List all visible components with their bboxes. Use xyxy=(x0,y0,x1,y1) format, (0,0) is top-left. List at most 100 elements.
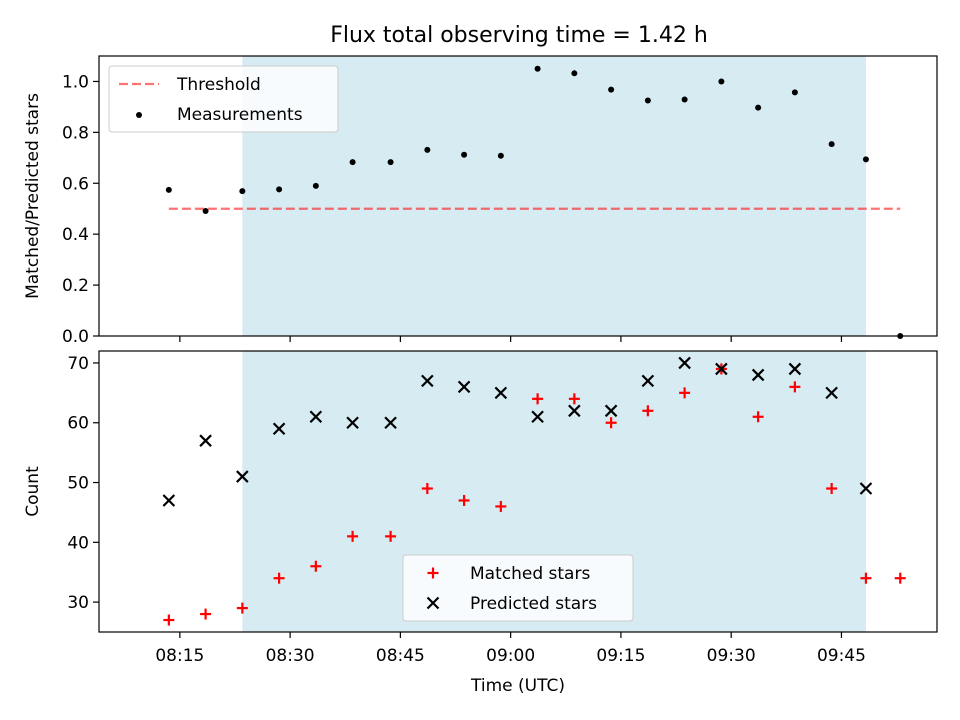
ratio-y-tick-label: 1.0 xyxy=(62,72,89,92)
matched-star-marker xyxy=(860,572,872,584)
matched-star-marker xyxy=(568,393,580,405)
x-tick-label: 08:30 xyxy=(266,646,315,666)
measurement-point xyxy=(387,159,394,166)
predicted-star-marker xyxy=(346,416,359,430)
measurement-point xyxy=(755,104,762,111)
measurement-point xyxy=(828,141,835,148)
legend-matched-swatch xyxy=(427,567,439,579)
matched-star-marker xyxy=(421,483,433,495)
ratio-panel: 0.0 0.2 0.4 0.6 0.8 1.0 Matched/Predicted sta… xyxy=(23,55,938,347)
matched-star-marker xyxy=(605,417,617,429)
predicted-star-marker xyxy=(162,494,176,507)
measurement-point xyxy=(312,182,319,189)
x-tick-label: 08:15 xyxy=(155,646,204,666)
matched-star-marker xyxy=(163,614,175,626)
measurement-point xyxy=(718,78,725,85)
legend-matched-label: Matched stars xyxy=(470,564,590,584)
measurement-point xyxy=(862,156,869,163)
counts-y-tick-label: 40 xyxy=(67,533,89,553)
predicted-star-marker xyxy=(859,482,873,495)
predicted-star-marker xyxy=(531,410,544,424)
predicted-star-marker xyxy=(751,368,765,382)
counts-y-axis-label: Count xyxy=(23,466,43,517)
matched-star-marker xyxy=(347,530,359,542)
predicted-star-marker xyxy=(457,380,471,394)
counts-y-tick-label: 50 xyxy=(67,474,89,494)
ratio-y-tick-label: 0.0 xyxy=(62,327,89,347)
predicted-star-marker xyxy=(641,374,655,388)
matched-star-marker xyxy=(679,387,691,399)
predicted-star-marker xyxy=(384,416,397,430)
legend-threshold-label: Threshold xyxy=(176,75,261,95)
predicted-star-marker xyxy=(604,404,618,418)
matched-star-marker xyxy=(826,483,838,495)
legend-frame xyxy=(402,554,634,622)
matched-star-marker xyxy=(752,411,764,423)
measurement-point xyxy=(165,186,172,193)
counts-y-ticks: 30 40 50 60 70 xyxy=(67,354,99,613)
counts-legend: Matched stars Predicted stars xyxy=(402,554,634,622)
predicted-star-marker xyxy=(788,362,802,376)
predicted-star-marker xyxy=(309,410,323,424)
x-tick-label: 08:45 xyxy=(376,646,425,666)
legend-measurements-label: Measurements xyxy=(177,105,303,125)
measurement-point xyxy=(644,97,651,104)
measurement-point xyxy=(571,70,578,77)
counts-panel: 30 40 50 60 70 08:15 08:30 08:45 09:00 09:15 09:3… xyxy=(23,350,938,696)
measurement-point xyxy=(681,96,688,103)
matched-star-marker xyxy=(642,405,654,417)
measurement-point xyxy=(791,89,798,96)
measurement-point xyxy=(276,186,283,193)
predicted-star-marker xyxy=(715,362,728,376)
predicted-star-marker xyxy=(825,386,838,400)
matched-star-marker xyxy=(200,608,212,620)
x-tick-label: 09:15 xyxy=(596,646,645,666)
legend-predicted-swatch xyxy=(426,596,440,610)
predicted-star-marker xyxy=(421,374,434,388)
predicted-star-marker xyxy=(494,386,508,400)
matched-star-marker xyxy=(789,381,801,393)
measurement-point xyxy=(349,159,356,166)
counts-y-tick-label: 60 xyxy=(67,414,89,434)
measurement-point xyxy=(608,86,615,93)
counts-x-ticks: 08:15 08:30 08:45 09:00 09:15 09:30 09:45 xyxy=(155,632,866,666)
ratio-y-ticks: 0.0 0.2 0.4 0.6 0.8 1.0 xyxy=(62,72,99,347)
x-axis-label: Time (UTC) xyxy=(470,676,565,696)
x-tick-label: 09:30 xyxy=(707,646,756,666)
counts-marks xyxy=(162,356,906,626)
matched-star-marker xyxy=(458,494,470,506)
ratio-y-tick-label: 0.6 xyxy=(62,174,89,194)
measurement-point xyxy=(497,152,504,159)
predicted-star-marker xyxy=(568,404,581,418)
counts-y-tick-label: 30 xyxy=(67,593,89,613)
ratio-legend: Threshold Measurements xyxy=(108,65,339,133)
legend-frame xyxy=(108,65,339,133)
matched-star-marker xyxy=(385,530,397,542)
predicted-star-marker xyxy=(272,422,286,436)
legend-measurement-swatch xyxy=(136,112,142,118)
counts-axes-frame xyxy=(98,350,938,633)
matched-star-marker xyxy=(236,602,248,614)
counts-y-tick-label: 70 xyxy=(67,354,89,374)
predicted-star-marker xyxy=(678,356,691,370)
predicted-star-marker xyxy=(236,470,249,483)
measurement-point xyxy=(239,188,246,195)
ratio-axes-frame xyxy=(98,55,938,337)
x-tick-label: 09:45 xyxy=(817,646,866,666)
ratio-y-axis-label: Matched/Predicted stars xyxy=(23,93,43,299)
x-tick-label: 09:00 xyxy=(486,646,535,666)
ratio-y-tick-label: 0.8 xyxy=(62,123,89,143)
matched-star-marker xyxy=(894,572,906,584)
measurement-point xyxy=(424,146,431,153)
ratio-y-tick-label: 0.4 xyxy=(62,225,89,245)
measurement-point xyxy=(202,208,209,215)
chart-title: Flux total observing time = 1.42 h xyxy=(330,23,708,48)
matched-star-marker xyxy=(310,560,322,572)
matched-star-marker xyxy=(273,572,285,584)
ratio-marks xyxy=(165,65,904,339)
matched-star-marker xyxy=(495,500,507,512)
measurement-point xyxy=(534,65,541,72)
matched-star-marker xyxy=(532,393,544,405)
ratio-y-tick-label: 0.2 xyxy=(62,276,89,296)
